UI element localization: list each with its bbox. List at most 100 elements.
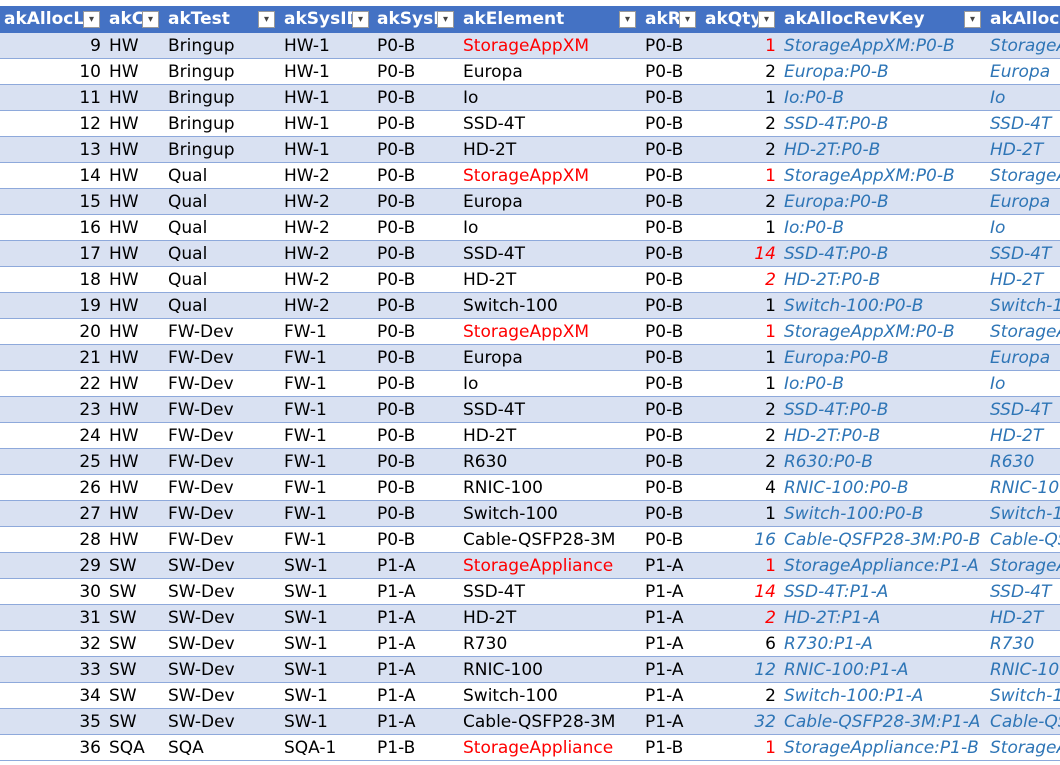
- cell-test[interactable]: SQA: [168, 738, 204, 758]
- cell-el[interactable]: Europa: [463, 192, 523, 212]
- cell-qty[interactable]: 1: [765, 556, 776, 576]
- cell-id[interactable]: 14: [79, 166, 101, 186]
- cell-test[interactable]: SW-Dev: [168, 556, 235, 576]
- filter-dropdown-button[interactable]: ▾: [258, 11, 275, 28]
- cell-qty[interactable]: 1: [765, 218, 776, 238]
- cell-el[interactable]: Io: [463, 374, 479, 394]
- cell-r[interactable]: P0-B: [645, 348, 684, 368]
- cell-id[interactable]: 13: [79, 140, 101, 160]
- cell-sysr[interactable]: P0-B: [377, 322, 416, 342]
- cell-cat[interactable]: HW: [109, 296, 139, 316]
- cell-id[interactable]: 36: [79, 738, 101, 758]
- cell-cat[interactable]: HW: [109, 478, 139, 498]
- cell-cat[interactable]: HW: [109, 192, 139, 212]
- cell-id[interactable]: 19: [79, 296, 101, 316]
- cell-key[interactable]: SSD-4T:P1-A: [784, 582, 889, 602]
- cell-test[interactable]: SW-Dev: [168, 582, 235, 602]
- cell-r[interactable]: P0-B: [645, 400, 684, 420]
- cell-el[interactable]: RNIC-100: [463, 478, 543, 498]
- cell-key[interactable]: HD-2T:P0-B: [784, 140, 881, 160]
- cell-cat[interactable]: HW: [109, 62, 139, 82]
- cell-id[interactable]: 22: [79, 374, 101, 394]
- cell-el[interactable]: SSD-4T: [463, 244, 526, 264]
- cell-key[interactable]: StorageAppliance:P1-B: [784, 738, 979, 758]
- cell-cat[interactable]: SW: [109, 712, 137, 732]
- cell-r[interactable]: P0-B: [645, 296, 684, 316]
- cell-r[interactable]: P0-B: [645, 426, 684, 446]
- cell-cat[interactable]: HW: [109, 530, 139, 550]
- cell-alloc[interactable]: HD-2T: [990, 426, 1044, 446]
- cell-key[interactable]: HD-2T:P0-B: [784, 426, 881, 446]
- cell-id[interactable]: 18: [79, 270, 101, 290]
- cell-sys[interactable]: SW-1: [284, 608, 328, 628]
- cell-sys[interactable]: SW-1: [284, 582, 328, 602]
- cell-r[interactable]: P0-B: [645, 270, 684, 290]
- cell-qty[interactable]: 16: [754, 530, 776, 550]
- cell-alloc[interactable]: Cable-QS: [990, 712, 1060, 732]
- cell-r[interactable]: P0-B: [645, 88, 684, 108]
- cell-test[interactable]: Qual: [168, 270, 208, 290]
- cell-el[interactable]: StorageAppXM: [463, 166, 590, 186]
- cell-sys[interactable]: HW-2: [284, 192, 330, 212]
- cell-el[interactable]: Io: [463, 218, 479, 238]
- cell-sysr[interactable]: P0-B: [377, 452, 416, 472]
- cell-sys[interactable]: SQA-1: [284, 738, 337, 758]
- cell-key[interactable]: StorageAppliance:P1-A: [784, 556, 979, 576]
- cell-sys[interactable]: FW-1: [284, 322, 327, 342]
- column-header-alloc[interactable]: akAlloc: [990, 9, 1060, 29]
- cell-r[interactable]: P1-A: [645, 556, 684, 576]
- cell-test[interactable]: FW-Dev: [168, 348, 234, 368]
- cell-alloc[interactable]: StorageA: [990, 166, 1060, 186]
- cell-alloc[interactable]: StorageA: [990, 556, 1060, 576]
- cell-test[interactable]: Bringup: [168, 88, 235, 108]
- cell-qty[interactable]: 2: [765, 426, 776, 446]
- cell-r[interactable]: P1-A: [645, 660, 684, 680]
- cell-sysr[interactable]: P0-B: [377, 114, 416, 134]
- cell-qty[interactable]: 6: [765, 634, 776, 654]
- cell-el[interactable]: StorageAppXM: [463, 322, 590, 342]
- cell-key[interactable]: Io:P0-B: [784, 374, 845, 394]
- cell-alloc[interactable]: SSD-4T: [990, 244, 1052, 264]
- cell-r[interactable]: P0-B: [645, 36, 684, 56]
- cell-alloc[interactable]: Europa: [990, 62, 1051, 82]
- cell-key[interactable]: Europa:P0-B: [784, 348, 889, 368]
- cell-sys[interactable]: SW-1: [284, 712, 328, 732]
- cell-cat[interactable]: HW: [109, 140, 139, 160]
- cell-alloc[interactable]: Switch-1: [990, 504, 1060, 524]
- cell-test[interactable]: FW-Dev: [168, 478, 234, 498]
- cell-r[interactable]: P1-A: [645, 582, 684, 602]
- cell-alloc[interactable]: R730: [990, 634, 1035, 654]
- cell-cat[interactable]: SW: [109, 608, 137, 628]
- cell-alloc[interactable]: Io: [990, 374, 1006, 394]
- cell-el[interactable]: Switch-100: [463, 504, 558, 524]
- cell-el[interactable]: SSD-4T: [463, 114, 526, 134]
- cell-test[interactable]: FW-Dev: [168, 452, 234, 472]
- cell-id[interactable]: 23: [79, 400, 101, 420]
- cell-r[interactable]: P1-B: [645, 738, 684, 758]
- cell-alloc[interactable]: SSD-4T: [990, 114, 1052, 134]
- cell-qty[interactable]: 2: [765, 114, 776, 134]
- cell-el[interactable]: Europa: [463, 62, 523, 82]
- column-header-id[interactable]: akAllocLi: [4, 9, 91, 29]
- cell-qty[interactable]: 32: [754, 712, 776, 732]
- cell-sysr[interactable]: P0-B: [377, 218, 416, 238]
- cell-sys[interactable]: FW-1: [284, 426, 327, 446]
- cell-key[interactable]: StorageAppXM:P0-B: [784, 36, 955, 56]
- cell-cat[interactable]: HW: [109, 374, 139, 394]
- cell-sysr[interactable]: P0-B: [377, 400, 416, 420]
- cell-alloc[interactable]: SSD-4T: [990, 582, 1052, 602]
- cell-id[interactable]: 16: [79, 218, 101, 238]
- cell-key[interactable]: HD-2T:P0-B: [784, 270, 881, 290]
- cell-id[interactable]: 30: [79, 582, 101, 602]
- cell-sysr[interactable]: P0-B: [377, 478, 416, 498]
- cell-sys[interactable]: SW-1: [284, 686, 328, 706]
- cell-sysr[interactable]: P0-B: [377, 244, 416, 264]
- cell-alloc[interactable]: Europa: [990, 192, 1051, 212]
- cell-key[interactable]: Switch-100:P0-B: [784, 296, 924, 316]
- cell-id[interactable]: 28: [79, 530, 101, 550]
- cell-r[interactable]: P0-B: [645, 452, 684, 472]
- filter-dropdown-button[interactable]: ▾: [964, 11, 981, 28]
- cell-key[interactable]: SSD-4T:P0-B: [784, 400, 889, 420]
- cell-test[interactable]: FW-Dev: [168, 322, 234, 342]
- cell-id[interactable]: 12: [79, 114, 101, 134]
